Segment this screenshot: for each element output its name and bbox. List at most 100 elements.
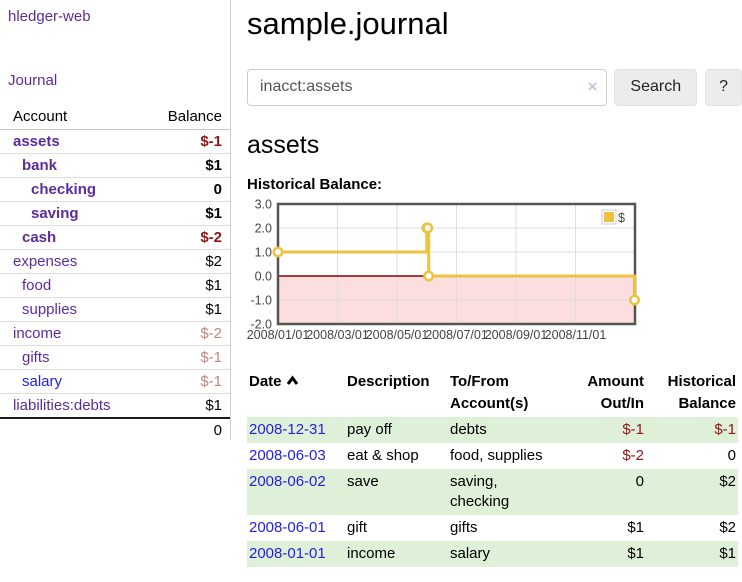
accounts-header-account: Account: [0, 105, 148, 130]
accounts-table: Account Balance assets $-1 bank $1 checking 0…: [0, 105, 230, 442]
transaction-balance: 0: [727, 446, 736, 464]
account-row: gifts $-1: [0, 345, 230, 370]
transaction-accounts: salary: [450, 544, 491, 562]
app-brand-link[interactable]: hledger-web: [8, 8, 91, 25]
account-link-income[interactable]: income: [13, 325, 62, 342]
accounts-total-row: 0: [0, 417, 230, 442]
chart-legend: $: [598, 207, 633, 227]
account-link-liabilities-debts[interactable]: liabilities:debts: [13, 397, 111, 414]
accounts-total-spacer: [0, 417, 148, 442]
account-balance: $-1: [147, 129, 230, 154]
transaction-amount: $1: [627, 518, 644, 536]
register-header-accounts: To/From Account(s): [450, 372, 529, 412]
account-link-bank[interactable]: bank: [22, 157, 58, 174]
data-point-marker: [422, 222, 434, 234]
account-row: supplies $1: [0, 297, 230, 322]
x-tick-label: 2008/07/01: [425, 328, 488, 342]
transaction-accounts: debts: [450, 420, 487, 438]
transaction-description: gift: [347, 518, 368, 536]
help-button[interactable]: ?: [705, 68, 742, 106]
register-header-date[interactable]: Date: [247, 369, 345, 417]
account-row: assets $-1: [0, 129, 230, 154]
main-content: sample.journal × Search ? assets Histori…: [231, 0, 742, 567]
y-tick-label: 2.0: [255, 221, 272, 235]
transaction-balance: $1: [719, 544, 736, 562]
transaction-date-link[interactable]: 2008-01-01: [249, 544, 326, 562]
transaction-row: 2008-01-01 income salary $1 $1: [247, 540, 738, 567]
x-tick-label: 2008/03/01: [306, 328, 369, 342]
account-row: income $-2: [0, 321, 230, 346]
register-header-row: Date Description To/From Account(s) Amou…: [247, 369, 738, 417]
balance-chart-svg: 3.0 2.0 1.0 0.0 -1.0 -2.02008/01/012008/03/01…: [247, 197, 640, 342]
transaction-row: 2008-12-31 pay off debts $-1 $-1: [247, 416, 738, 443]
register-tbody: 2008-12-31 pay off debts $-1 $-1 2008-06-03 ea…: [247, 416, 738, 567]
search-form: × Search ?: [247, 68, 742, 106]
transaction-description: save: [347, 472, 379, 490]
transaction-accounts: saving, checking: [450, 472, 510, 510]
clear-search-icon[interactable]: ×: [587, 76, 598, 96]
search-button[interactable]: Search: [614, 68, 698, 106]
transaction-date-link[interactable]: 2008-06-02: [249, 472, 326, 490]
x-tick-label: 2008/09/01: [485, 328, 548, 342]
data-point-marker: [272, 246, 284, 258]
transaction-amount: 0: [635, 472, 644, 490]
transaction-accounts: food, supplies: [450, 446, 543, 464]
transaction-balance: $2: [719, 472, 736, 490]
account-row: expenses $2: [0, 249, 230, 274]
account-balance: $1: [147, 273, 230, 298]
sidebar: hledger-web Journal Account Balance asse…: [0, 0, 231, 442]
account-balance: $1: [147, 153, 230, 178]
x-tick-label: 2008/05/01: [366, 328, 429, 342]
account-balance: 0: [147, 177, 230, 202]
accounts-header-balance: Balance: [147, 105, 230, 130]
account-link-salary[interactable]: salary: [22, 373, 63, 390]
transaction-accounts: gifts: [450, 518, 478, 536]
account-link-gifts[interactable]: gifts: [22, 349, 50, 366]
transaction-date-link[interactable]: 2008-12-31: [249, 420, 326, 438]
account-link-assets[interactable]: assets: [13, 133, 60, 150]
data-point-marker: [629, 294, 640, 306]
account-balance: $-1: [147, 369, 230, 394]
account-row: liabilities:debts $1: [0, 393, 230, 419]
accounts-tbody: assets $-1 bank $1 checking 0 saving $1 cash $-2 e…: [0, 129, 230, 419]
account-balance: $-1: [147, 345, 230, 370]
search-input[interactable]: [247, 68, 608, 106]
account-row: checking 0: [0, 177, 230, 202]
transaction-description: pay off: [347, 420, 392, 438]
account-link-saving[interactable]: saving: [31, 205, 79, 222]
account-heading: assets: [247, 130, 320, 159]
account-balance: $2: [147, 249, 230, 274]
account-row: salary $-1: [0, 369, 230, 394]
legend-label: $: [618, 211, 625, 225]
account-balance: $1: [147, 297, 230, 322]
register-header-balance: Historical Balance: [667, 372, 736, 412]
data-point-marker: [423, 270, 435, 282]
account-link-supplies[interactable]: supplies: [22, 301, 78, 318]
transaction-date-link[interactable]: 2008-06-03: [249, 446, 326, 464]
account-row: bank $1: [0, 153, 230, 178]
x-tick-label: 2008/01/01: [247, 328, 309, 342]
account-link-checking[interactable]: checking: [31, 181, 97, 198]
sidebar-item-journal[interactable]: Journal: [8, 72, 58, 89]
transaction-balance: $2: [719, 518, 736, 536]
transaction-amount: $1: [627, 544, 644, 562]
account-balance: $-2: [147, 225, 230, 250]
register-header-amount: Amount Out/In: [587, 372, 644, 412]
account-link-expenses[interactable]: expenses: [13, 253, 78, 270]
account-balance: $-2: [147, 321, 230, 346]
y-tick-label: 0.0: [255, 269, 272, 283]
transaction-balance: $-1: [714, 420, 736, 438]
account-balance: $1: [147, 201, 230, 226]
accounts-total-value: 0: [147, 417, 230, 442]
account-row: food $1: [0, 273, 230, 298]
transaction-description: eat & shop: [347, 446, 419, 464]
transaction-row: 2008-06-02 save saving, checking 0 $2: [247, 468, 738, 515]
chart-heading: Historical Balance:: [247, 176, 383, 194]
transaction-description: income: [347, 544, 396, 562]
account-balance: $1: [147, 393, 230, 419]
account-row: saving $1: [0, 201, 230, 226]
plot-border: [276, 202, 637, 325]
account-link-food[interactable]: food: [22, 277, 52, 294]
account-link-cash[interactable]: cash: [22, 229, 57, 246]
transaction-date-link[interactable]: 2008-06-01: [249, 518, 326, 536]
